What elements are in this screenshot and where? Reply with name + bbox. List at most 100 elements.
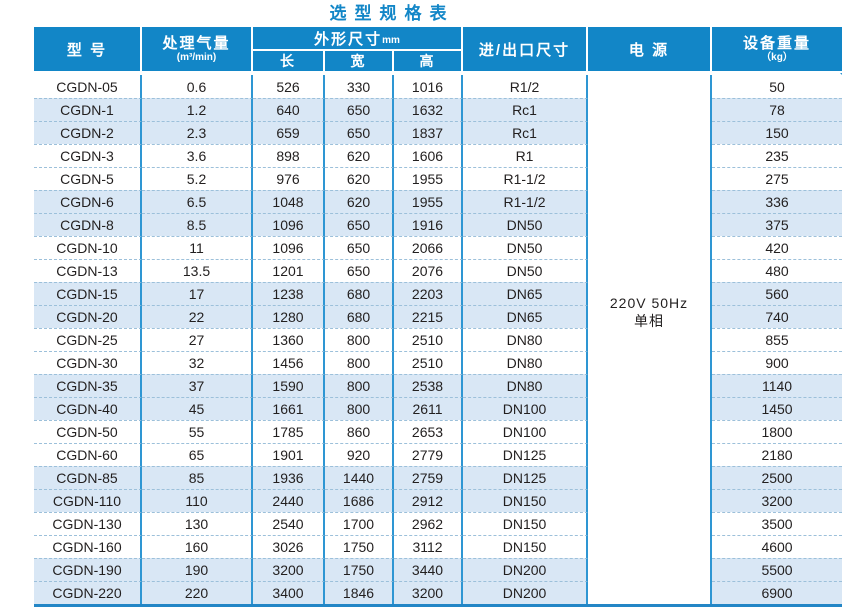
table-body: CGDN-05 0.6 526 330 1016 R1/2 220V 50Hz 单相 50 CGD…: [34, 73, 843, 604]
cell-capacity: 17: [142, 282, 253, 305]
cell-height: 1632: [394, 98, 464, 121]
header-weight-label: 设备重量: [743, 35, 812, 52]
cell-width: 800: [325, 351, 394, 374]
cell-height: 2510: [394, 328, 464, 351]
cell-capacity: 85: [142, 466, 253, 489]
cell-capacity: 190: [142, 558, 253, 581]
cell-length: 1096: [253, 236, 325, 259]
table-row: CGDN-10 11 1096 650 2066 DN50 420: [34, 236, 843, 259]
cell-capacity: 65: [142, 443, 253, 466]
cell-height: 2215: [394, 305, 464, 328]
cell-model: CGDN-25: [34, 328, 142, 351]
cell-height: 3440: [394, 558, 464, 581]
cell-inlet-outlet: DN150: [463, 489, 589, 512]
cell-weight: 2180: [712, 443, 843, 466]
cell-length: 898: [253, 144, 325, 167]
cell-width: 860: [325, 420, 394, 443]
cell-inlet-outlet: DN80: [463, 328, 589, 351]
cell-weight: 4600: [712, 535, 843, 558]
cell-weight: 235: [712, 144, 843, 167]
cell-weight: 560: [712, 282, 843, 305]
cell-inlet-outlet: DN50: [463, 213, 589, 236]
cell-model: CGDN-110: [34, 489, 142, 512]
table-row: CGDN-20 22 1280 680 2215 DN65 740: [34, 305, 843, 328]
cell-inlet-outlet: DN125: [463, 443, 589, 466]
cell-weight: 275: [712, 167, 843, 190]
header-inlet-outlet: 进/出口尺寸: [463, 27, 589, 73]
cell-length: 1201: [253, 259, 325, 282]
header-power: 电 源: [588, 27, 713, 73]
cell-inlet-outlet: DN80: [463, 351, 589, 374]
table-row: CGDN-85 85 1936 1440 2759 DN125 2500: [34, 466, 843, 489]
cell-width: 620: [325, 144, 394, 167]
cell-model: CGDN-60: [34, 443, 142, 466]
header-separator: [34, 73, 843, 75]
header-capacity-label: 处理气量: [162, 35, 231, 52]
cell-model: CGDN-30: [34, 351, 142, 374]
cell-model: CGDN-85: [34, 466, 142, 489]
cell-length: 1048: [253, 190, 325, 213]
table-row: CGDN-1 1.2 640 650 1632 Rc1 78: [34, 98, 843, 121]
cell-weight: 1800: [712, 420, 843, 443]
cell-width: 620: [325, 190, 394, 213]
cell-capacity: 1.2: [142, 98, 253, 121]
table-row: CGDN-05 0.6 526 330 1016 R1/2 220V 50Hz 单相 50: [34, 75, 843, 604]
cell-height: 2759: [394, 466, 464, 489]
cell-model: CGDN-10: [34, 236, 142, 259]
header-capacity: 处理气量 (m³/min): [142, 27, 253, 73]
cell-length: 1936: [253, 466, 325, 489]
cell-inlet-outlet: DN65: [463, 282, 589, 305]
cell-inlet-outlet: DN200: [463, 581, 589, 604]
cell-width: 650: [325, 236, 394, 259]
cell-capacity: 5.2: [142, 167, 253, 190]
cell-model: CGDN-05: [34, 75, 142, 98]
cell-length: 1456: [253, 351, 325, 374]
cell-height: 2653: [394, 420, 464, 443]
table-row: CGDN-50 55 1785 860 2653 DN100 1800: [34, 420, 843, 443]
cell-inlet-outlet: R1-1/2: [463, 167, 589, 190]
cell-inlet-outlet: R1: [463, 144, 589, 167]
cell-inlet-outlet: DN100: [463, 420, 589, 443]
cell-length: 1280: [253, 305, 325, 328]
cell-capacity: 3.6: [142, 144, 253, 167]
cell-capacity: 0.6: [142, 75, 253, 98]
cell-length: 640: [253, 98, 325, 121]
cell-height: 2066: [394, 236, 464, 259]
cell-capacity: 160: [142, 535, 253, 558]
cell-width: 1440: [325, 466, 394, 489]
cell-weight: 78: [712, 98, 843, 121]
cell-model: CGDN-5: [34, 167, 142, 190]
cell-inlet-outlet: DN150: [463, 535, 589, 558]
cell-capacity: 8.5: [142, 213, 253, 236]
cell-length: 2540: [253, 512, 325, 535]
cell-length: 2440: [253, 489, 325, 512]
table-row: CGDN-2 2.3 659 650 1837 Rc1 150: [34, 121, 843, 144]
cell-capacity: 130: [142, 512, 253, 535]
cell-model: CGDN-50: [34, 420, 142, 443]
cell-width: 1700: [325, 512, 394, 535]
cell-height: 1955: [394, 167, 464, 190]
cell-width: 800: [325, 374, 394, 397]
cell-width: 1686: [325, 489, 394, 512]
cell-height: 1837: [394, 121, 464, 144]
cell-width: 1750: [325, 535, 394, 558]
cell-capacity: 110: [142, 489, 253, 512]
cell-width: 680: [325, 282, 394, 305]
cell-length: 1901: [253, 443, 325, 466]
cell-height: 1606: [394, 144, 464, 167]
cell-capacity: 6.5: [142, 190, 253, 213]
cell-height: 2076: [394, 259, 464, 282]
cell-height: 1916: [394, 213, 464, 236]
cell-inlet-outlet: R1/2: [463, 75, 589, 98]
cell-length: 526: [253, 75, 325, 98]
cell-model: CGDN-35: [34, 374, 142, 397]
cell-length: 3200: [253, 558, 325, 581]
cell-length: 3400: [253, 581, 325, 604]
cell-height: 1955: [394, 190, 464, 213]
cell-width: 650: [325, 98, 394, 121]
cell-weight: 6900: [712, 581, 843, 604]
power-value: 220V 50Hz 单相: [609, 294, 689, 329]
cell-weight: 1140: [712, 374, 843, 397]
cell-model: CGDN-160: [34, 535, 142, 558]
